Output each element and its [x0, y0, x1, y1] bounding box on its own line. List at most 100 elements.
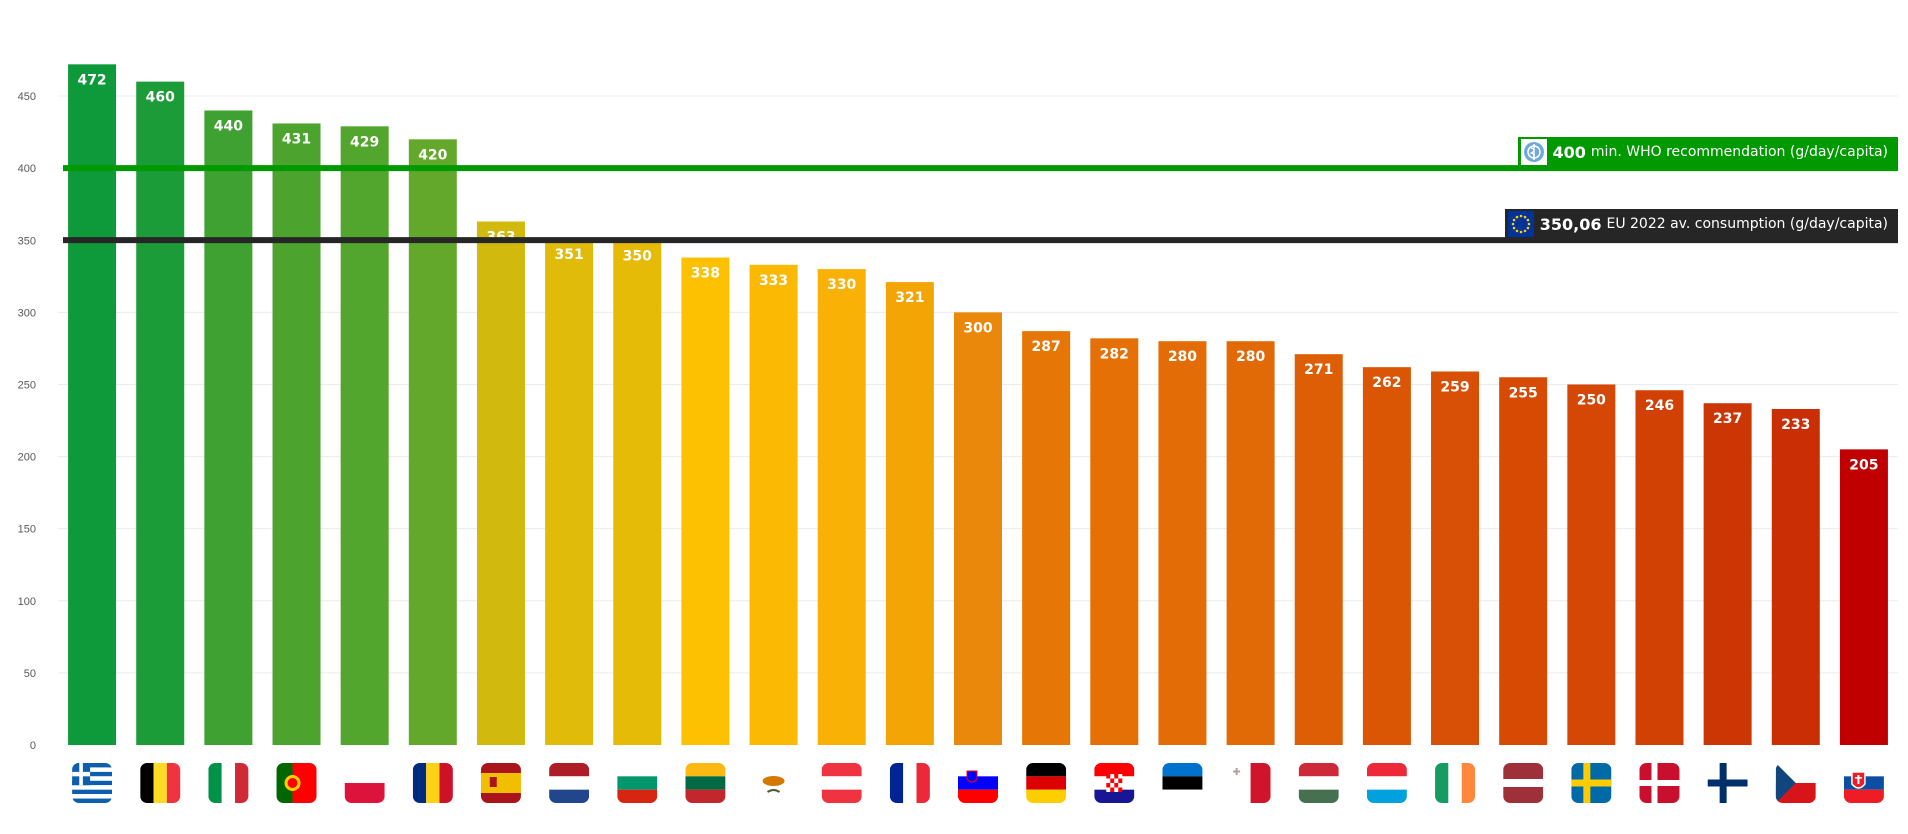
- flag-nl-icon: [549, 763, 590, 803]
- bar-value-label: 350: [623, 248, 652, 264]
- bar: [1499, 377, 1548, 745]
- flag-ie-icon: [1435, 763, 1476, 803]
- bar-value-label: 431: [282, 131, 311, 147]
- flag-cz-icon: [1775, 763, 1816, 803]
- bar-value-label: 300: [963, 320, 992, 336]
- bar-value-label: 205: [1849, 457, 1878, 473]
- bar-value-label: 282: [1100, 346, 1129, 362]
- reference-lines: [63, 165, 1898, 244]
- bar-value-label: 321: [895, 290, 924, 306]
- y-tick-label: 150: [18, 524, 36, 536]
- bar: [1022, 331, 1071, 745]
- bar: [1294, 354, 1343, 745]
- flag-fi-icon: [1707, 763, 1748, 803]
- bar-value-label: 333: [759, 273, 788, 289]
- bar: [1567, 384, 1616, 745]
- y-tick-label: 400: [18, 163, 36, 175]
- flag-at-icon: [821, 763, 862, 803]
- bar: [476, 221, 525, 745]
- bar: [68, 64, 117, 746]
- flag-si-icon: [958, 763, 998, 803]
- flag-dk-icon: [1639, 763, 1680, 803]
- y-tick-label: 450: [18, 91, 36, 103]
- eu-average-label: 350,06 EU 2022 av. consumption (g/day/ca…: [1504, 209, 1898, 240]
- bar-value-label: 255: [1509, 385, 1538, 401]
- who-value: 400: [1552, 142, 1586, 162]
- bar-value-label: 440: [214, 118, 243, 134]
- bar-value-label: 280: [1168, 349, 1197, 365]
- bar: [408, 139, 457, 745]
- flag-it-icon: [208, 763, 249, 803]
- bar: [1226, 341, 1275, 745]
- flag-es-icon: [480, 763, 521, 803]
- flag-lt-icon: [685, 763, 726, 803]
- y-tick-label: 250: [18, 379, 36, 391]
- flag-bg-icon: [617, 763, 658, 803]
- flag-gr-icon: [72, 763, 113, 803]
- flag-fr-icon: [889, 763, 930, 803]
- bar-value-label: 420: [418, 147, 447, 163]
- bar: [1431, 371, 1480, 745]
- bar: [749, 264, 798, 745]
- bar: [1635, 390, 1684, 745]
- bar-value-label: 472: [77, 72, 106, 88]
- y-tick-label: 50: [24, 668, 36, 680]
- bar: [272, 123, 321, 745]
- flag-ro-icon: [412, 763, 453, 803]
- bar-value-label: 351: [554, 247, 583, 263]
- bar: [1771, 408, 1820, 745]
- bar: [545, 238, 594, 746]
- bar: [1839, 449, 1888, 745]
- eu-flag-icon: [1507, 211, 1534, 238]
- bar-value-label: 246: [1645, 398, 1674, 414]
- bars: 4724604404314294203633513503383333303213…: [68, 64, 1888, 746]
- bar-value-label: 271: [1304, 362, 1333, 378]
- bar: [340, 126, 389, 745]
- bar: [681, 257, 730, 745]
- bar-value-label: 287: [1032, 339, 1061, 355]
- eu-text: EU 2022 av. consumption (g/day/capita): [1606, 216, 1888, 233]
- flag-lv-icon: [1503, 763, 1544, 803]
- y-tick-label: 0: [30, 740, 36, 752]
- y-tick-label: 100: [18, 596, 36, 608]
- bar-value-label: 250: [1577, 392, 1606, 408]
- who-emblem-icon: [1520, 139, 1547, 166]
- bar-value-label: 429: [350, 134, 379, 150]
- flag-hu-icon: [1298, 763, 1339, 803]
- flag-pt-icon: [276, 763, 317, 803]
- bar-value-label: 259: [1440, 379, 1469, 395]
- bar-value-label: 262: [1372, 375, 1401, 391]
- flag-sk-icon: [1843, 763, 1884, 803]
- y-tick-label: 200: [18, 452, 36, 464]
- flag-cy-icon: [753, 763, 794, 803]
- flag-de-icon: [1026, 763, 1067, 803]
- who-text: min. WHO recommendation (g/day/capita): [1590, 144, 1888, 161]
- who-recommendation-label: 400 min. WHO recommendation (g/day/capit…: [1517, 137, 1898, 168]
- bar: [1158, 341, 1207, 745]
- bar-value-label: 338: [691, 266, 720, 282]
- flag-lu-icon: [1366, 763, 1407, 803]
- flag-mt-icon: [1230, 763, 1271, 803]
- country-flags: [72, 763, 1884, 803]
- flag-ee-icon: [1162, 763, 1203, 803]
- y-tick-label: 300: [18, 307, 36, 319]
- flag-pl-icon: [344, 763, 385, 803]
- bar-value-label: 233: [1781, 417, 1810, 433]
- bar-value-label: 330: [827, 277, 856, 293]
- y-tick-label: 350: [18, 235, 36, 247]
- bar: [1090, 338, 1139, 745]
- bar: [954, 312, 1002, 745]
- flag-hr-icon: [1094, 763, 1135, 803]
- bar-value-label: 280: [1236, 349, 1265, 365]
- y-axis: 0 50 100 150 200 250 300 350 400 450: [18, 91, 36, 752]
- bar: [1703, 403, 1752, 745]
- bar-value-label: 237: [1713, 411, 1742, 427]
- bar: [1362, 367, 1411, 745]
- bar: [817, 269, 866, 745]
- bar: [136, 81, 185, 745]
- flag-be-icon: [140, 763, 181, 803]
- flag-se-icon: [1571, 763, 1612, 803]
- bar: [613, 240, 662, 745]
- bar: [204, 110, 253, 745]
